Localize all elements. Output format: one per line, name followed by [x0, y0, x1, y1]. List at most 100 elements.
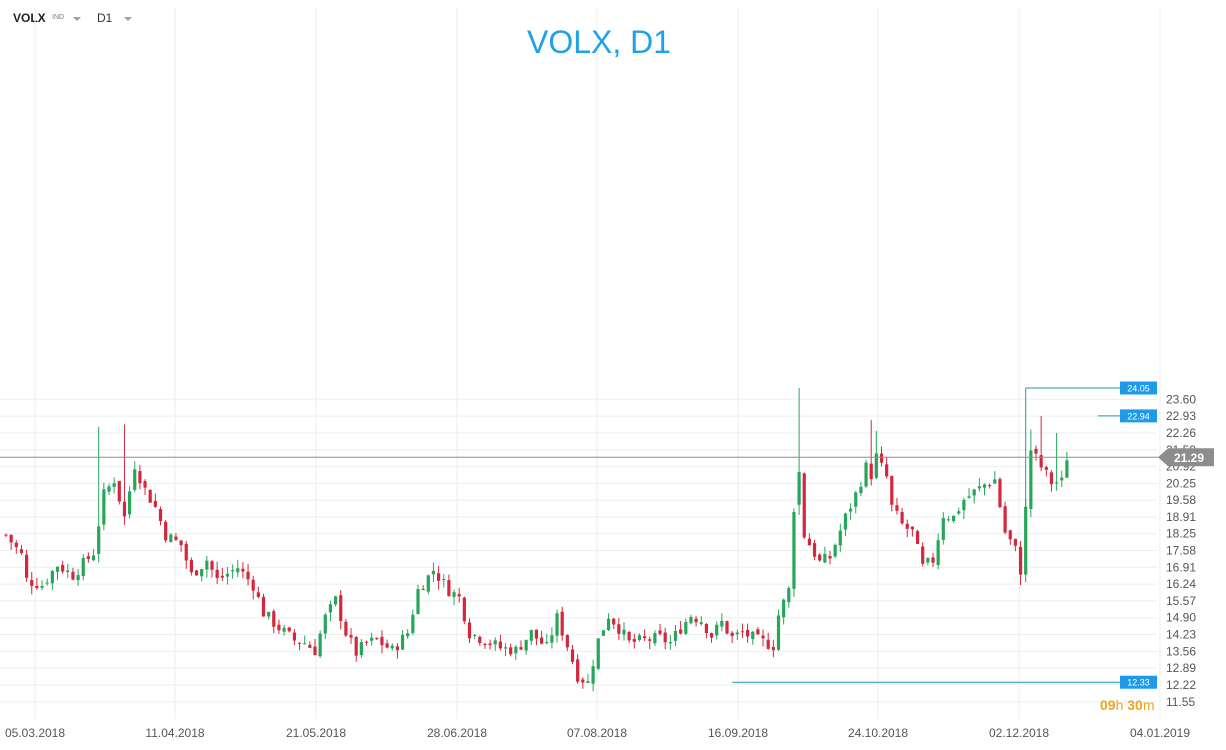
candle-body-bearish — [25, 554, 29, 578]
timeframe-selector[interactable]: D1 — [97, 11, 113, 25]
candle-body-bearish — [164, 521, 168, 541]
candle-body-bullish — [838, 530, 842, 546]
candle-body-bullish — [400, 634, 405, 650]
candle-body-bullish — [993, 479, 997, 484]
candle-body-bearish — [632, 639, 636, 642]
candle-body-bullish — [411, 614, 415, 634]
candle-body-bearish — [4, 534, 8, 536]
timeframe-dropdown-chevron-icon[interactable] — [124, 17, 132, 21]
candle-body-bearish — [277, 624, 281, 631]
candle-body-bearish — [988, 485, 992, 487]
candle-body-bearish — [467, 622, 472, 639]
candle-body-bearish — [756, 629, 760, 635]
candle-body-bearish — [761, 635, 765, 639]
y-axis-tick-label: 11.55 — [1166, 695, 1195, 709]
candle-body-bullish — [545, 642, 549, 644]
candle-body-bearish — [1044, 467, 1048, 470]
candle-body-bearish — [915, 531, 920, 544]
candle-body-bullish — [112, 483, 116, 487]
candle-body-bearish — [766, 639, 770, 649]
candle-body-bearish — [241, 568, 245, 572]
candle-body-bullish — [874, 453, 878, 478]
candle-body-bullish — [426, 575, 430, 592]
candle-body-bullish — [442, 579, 446, 581]
candle-body-bearish — [308, 644, 312, 648]
x-axis-tick-label: 07.08.2018 — [567, 726, 627, 740]
chart-toolbar: VOLX IND D1 — [0, 0, 300, 36]
x-axis-tick-label: 16.09.2018 — [708, 726, 768, 740]
candle-body-bullish — [689, 616, 693, 624]
candle-body-bullish — [452, 592, 456, 597]
current-price-badge — [1158, 448, 1214, 467]
candle-body-bullish — [715, 624, 719, 636]
candle-body-bullish — [751, 631, 755, 640]
candle-body-bearish — [807, 538, 811, 546]
candle-body-bullish — [524, 639, 528, 651]
y-axis-tick-label: 22.93 — [1166, 409, 1196, 423]
candle-body-bearish — [931, 557, 935, 563]
y-axis-tick-label: 17.58 — [1166, 543, 1196, 557]
candle-body-bullish — [591, 666, 595, 684]
candle-body-bullish — [1055, 482, 1059, 484]
candle-body-bearish — [1003, 506, 1007, 533]
symbol-dropdown-chevron-icon[interactable] — [73, 17, 81, 21]
candle-body-bullish — [81, 557, 85, 577]
candle-body-bearish — [421, 589, 425, 591]
candle-body-bearish — [570, 649, 575, 662]
candle-body-bearish — [246, 571, 250, 580]
y-axis-tick-label: 16.91 — [1166, 560, 1196, 574]
candle-body-bearish — [30, 580, 34, 586]
candle-body-bearish — [1034, 448, 1038, 454]
y-axis-tick-label: 23.60 — [1166, 392, 1196, 406]
x-axis-tick-label: 04.01.2019 — [1130, 726, 1190, 740]
candle-body-bullish — [267, 611, 271, 617]
candle-body-bearish — [869, 463, 873, 480]
x-axis-tick-label: 11.04.2018 — [145, 726, 204, 740]
y-axis-tick-label: 12.89 — [1166, 661, 1196, 675]
candle-body-bullish — [596, 638, 600, 669]
candle-body-bullish — [972, 489, 976, 496]
candle-body-bearish — [812, 543, 817, 557]
candle-body-bearish — [297, 642, 302, 644]
candle-body-bullish — [854, 492, 858, 507]
candle-body-bullish — [128, 491, 132, 515]
candle-body-bullish — [133, 469, 137, 490]
candle-body-bullish — [97, 526, 101, 554]
candle-body-bullish — [50, 571, 54, 584]
x-axis-tick-label: 24.10.2018 — [848, 726, 908, 740]
candle-body-bullish — [236, 568, 240, 573]
candle-body-bearish — [313, 646, 317, 656]
candle-body-bearish — [658, 630, 662, 634]
candle-body-bearish — [194, 570, 199, 576]
candle-body-bearish — [879, 453, 884, 463]
candle-body-bullish — [416, 589, 420, 614]
candle-body-bullish — [282, 627, 286, 632]
candle-body-bearish — [725, 621, 729, 634]
candle-body-bullish — [699, 622, 703, 624]
candle-body-bearish — [272, 611, 276, 627]
candle-body-bullish — [66, 570, 70, 573]
candle-body-bullish — [91, 555, 96, 561]
candle-body-bearish — [679, 629, 683, 634]
candle-body-bullish — [529, 630, 533, 641]
candle-body-bullish — [55, 566, 60, 572]
price-level-tag — [1120, 675, 1157, 689]
candle-body-bullish — [653, 633, 657, 644]
candle-body-bearish — [122, 501, 127, 517]
candle-body-bullish — [797, 472, 801, 505]
candle-body-bullish — [431, 570, 436, 575]
symbol-selector[interactable]: VOLX — [13, 11, 46, 25]
candle-body-bullish — [962, 499, 966, 511]
candle-body-bullish — [967, 496, 971, 498]
y-axis-tick-label: 18.91 — [1166, 510, 1196, 524]
candle-body-bullish — [936, 540, 940, 566]
candle-body-bullish — [982, 484, 987, 488]
candle-body-bearish — [287, 627, 291, 632]
price-level-tag-label: 24.05 — [1127, 384, 1150, 394]
candle-body-bearish — [581, 679, 585, 683]
candle-body-bearish — [612, 618, 616, 625]
chart-title: VOLX, D1 — [527, 24, 672, 60]
y-axis-tick-label: 13.56 — [1166, 644, 1196, 658]
y-axis-tick-label: 14.90 — [1166, 611, 1196, 625]
